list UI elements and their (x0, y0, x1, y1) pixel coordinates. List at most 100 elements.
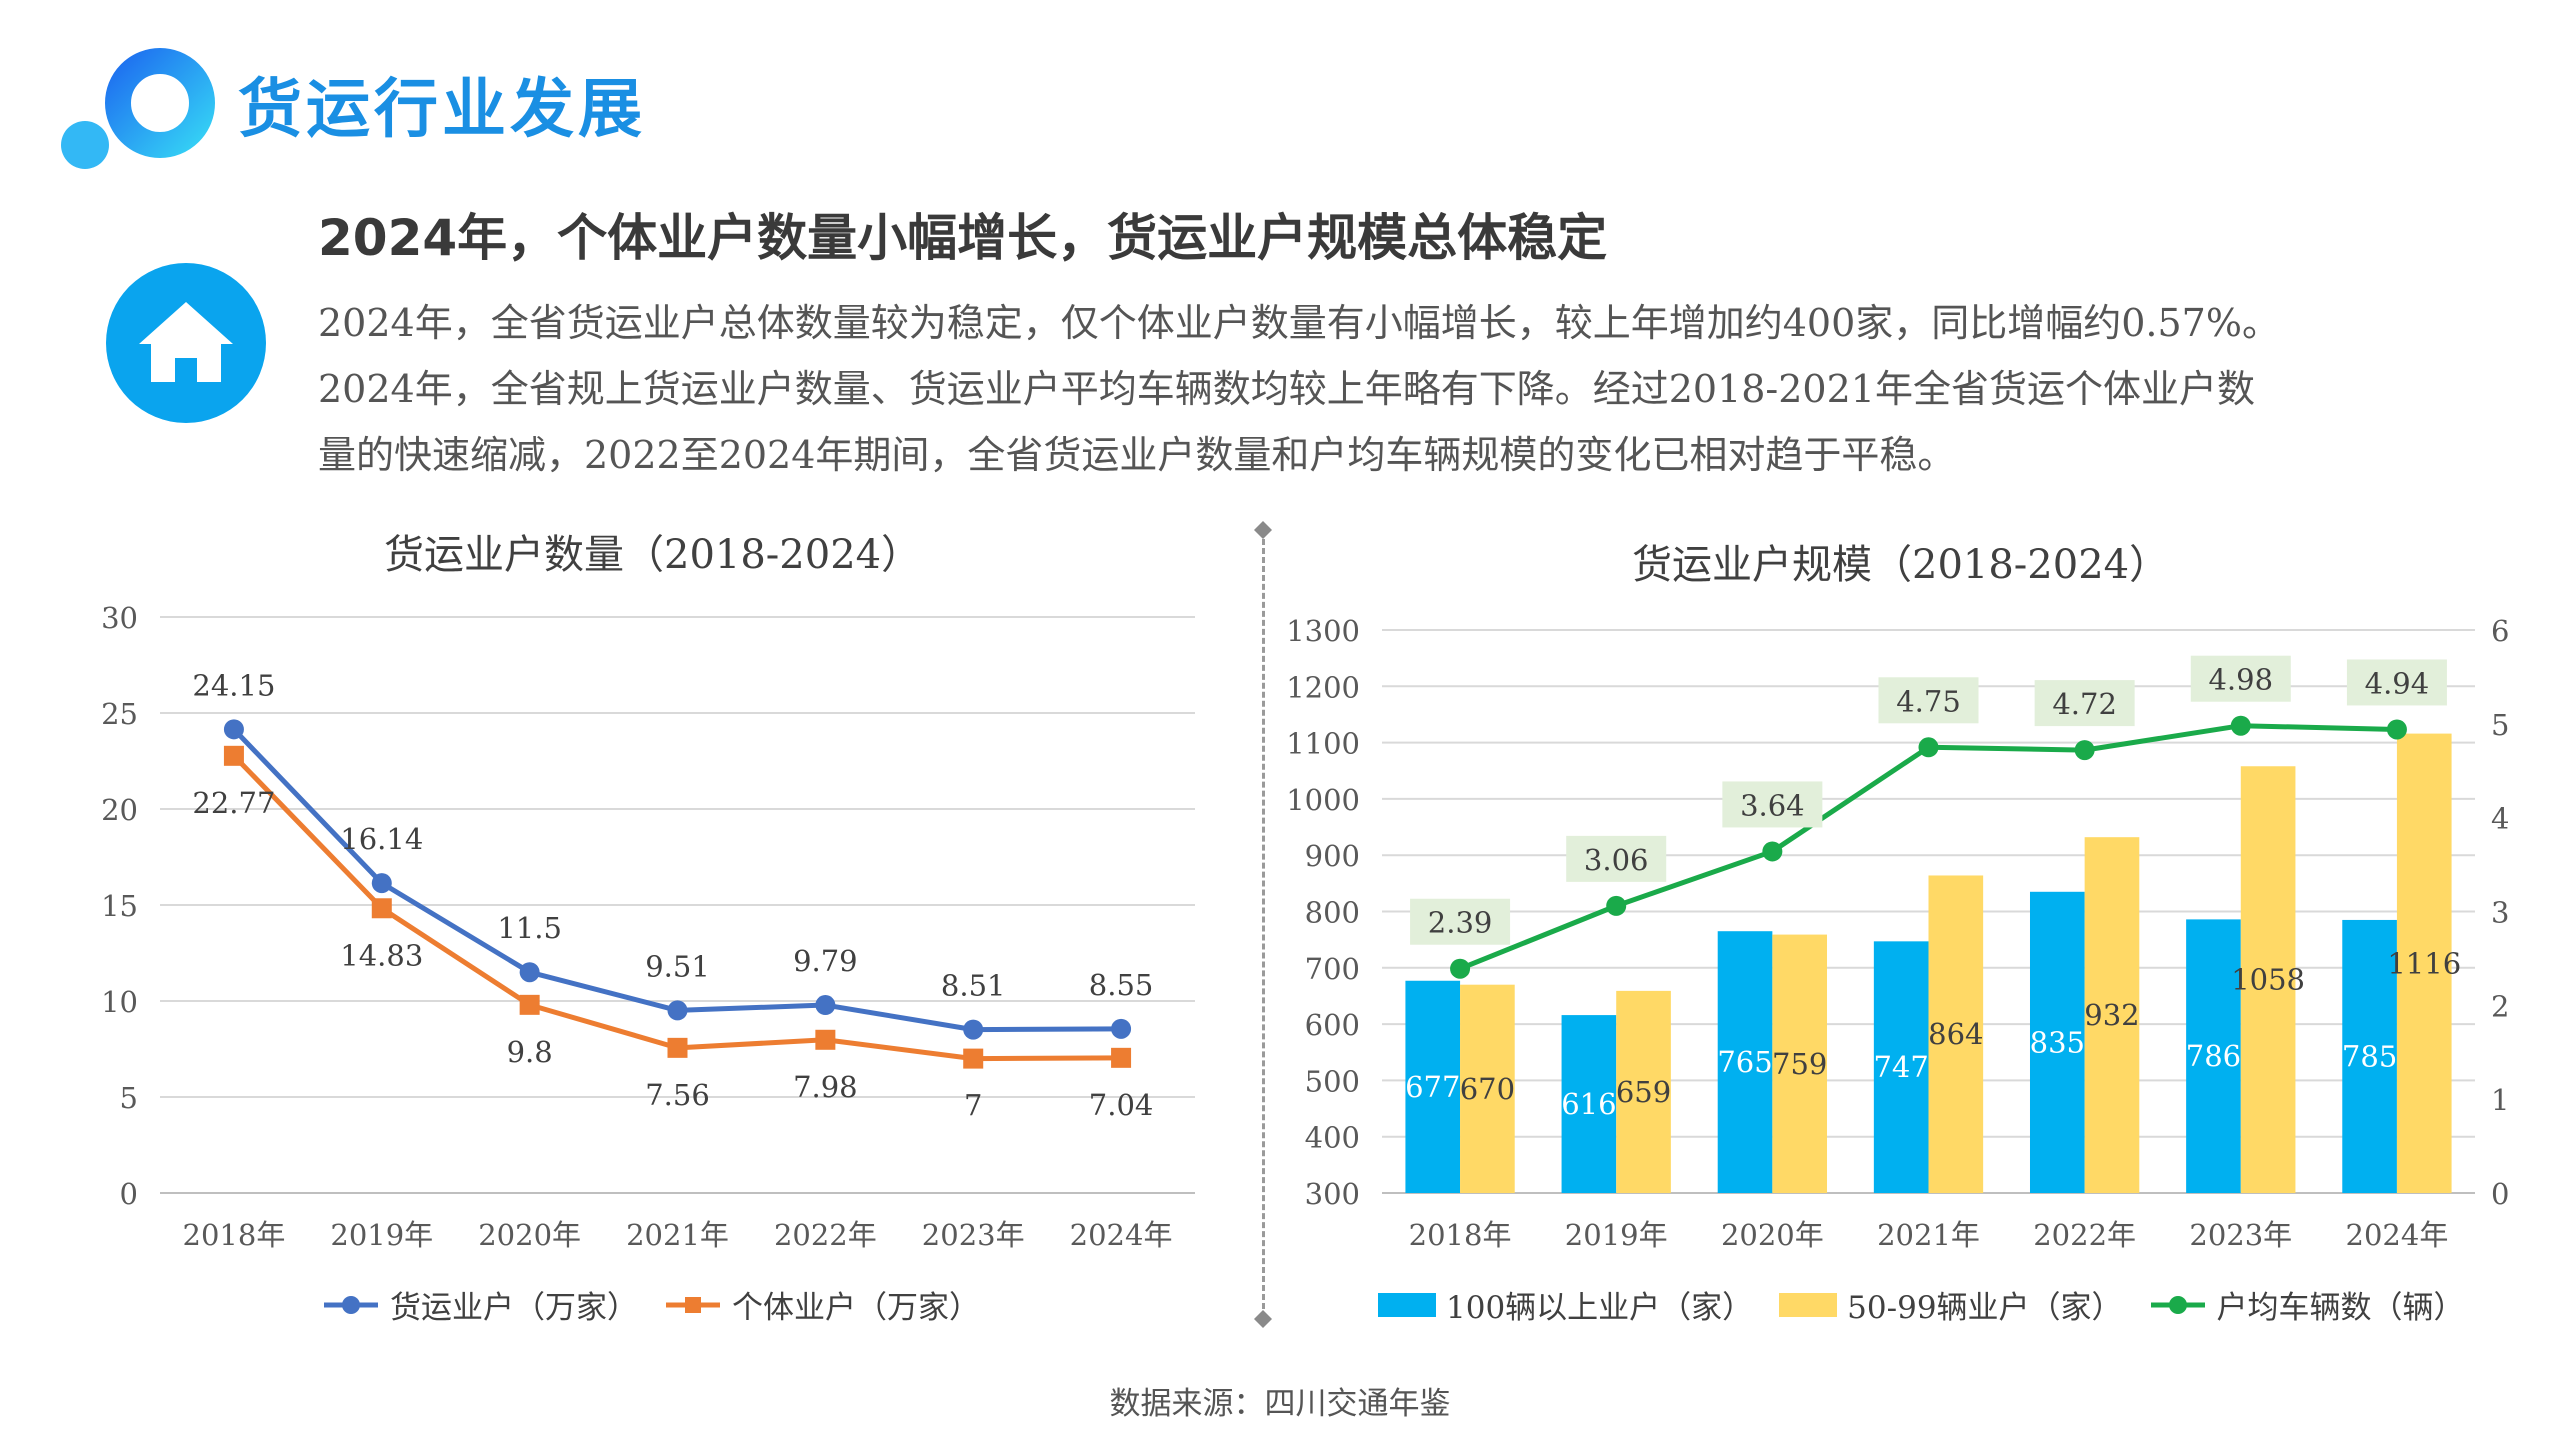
y-tick-label: 600 (1305, 1008, 1360, 1042)
legend-label: 50-99辆业户（家） (1847, 1290, 2123, 1326)
y2-tick-label: 0 (2491, 1177, 2509, 1211)
y2-tick-label: 4 (2491, 802, 2509, 836)
data-label-bg (2190, 655, 2291, 702)
data-point-freight (519, 962, 540, 983)
legend-item: 100辆以上业户（家） (1378, 1282, 1753, 1327)
bar-50-99 (1616, 990, 1671, 1193)
data-label-bg (2346, 659, 2447, 706)
y-tick-label: 25 (101, 697, 138, 731)
data-label-individual: 22.77 (192, 786, 275, 820)
bar-100-plus (1873, 941, 1929, 1193)
y-tick-label: 5 (120, 1081, 138, 1115)
bar-100-plus (2029, 891, 2085, 1193)
data-label-individual: 7.98 (793, 1070, 858, 1104)
data-point-freight (667, 1000, 688, 1021)
legend-item: 个体业户（万家） (664, 1282, 980, 1327)
data-point-individual (519, 994, 540, 1015)
bar-label-50-99: 1116 (2387, 946, 2461, 980)
data-point-individual (1111, 1047, 1132, 1068)
data-point-freight (815, 995, 836, 1016)
chart-right-title: 货运业户规模（2018-2024） (1632, 542, 2170, 588)
x-tick-label: 2021年 (626, 1218, 729, 1252)
data-source: 数据来源：四川交通年鉴 (1109, 1386, 1451, 1422)
chart-divider (1262, 530, 1265, 1318)
bar-label-50-99: 864 (1928, 1017, 1983, 1051)
data-label-freight: 24.15 (192, 668, 275, 702)
bar-100-plus (1561, 1015, 1617, 1193)
bar-100-plus (2342, 919, 2397, 1193)
bar-50-99 (1460, 984, 1515, 1193)
bar-label-100-plus: 747 (1873, 1050, 1928, 1084)
legend-label: 个体业户（万家） (732, 1290, 980, 1326)
bar-50-99 (2240, 766, 2296, 1193)
y-tick-label: 900 (1305, 839, 1360, 873)
x-tick-label: 2022年 (2033, 1218, 2136, 1252)
data-label-freight: 8.51 (941, 969, 1006, 1003)
data-label-bg (1566, 835, 1667, 882)
x-tick-label: 2024年 (2346, 1218, 2449, 1252)
y2-tick-label: 1 (2491, 1083, 2509, 1117)
bar-50-99 (1928, 875, 1984, 1193)
y2-tick-label: 6 (2491, 614, 2509, 648)
x-tick-label: 2022年 (774, 1218, 877, 1252)
summary-line: 量的快速缩减，2022至2024年期间，全省货运业户数量和户均车辆规模的变化已相… (318, 433, 1956, 477)
y-tick-label: 400 (1305, 1121, 1360, 1155)
summary-line: 2024年，全省货运业户总体数量较为稳定，仅个体业户数量有小幅增长，较上年增加约… (318, 301, 2280, 345)
bar-label-100-plus: 677 (1405, 1070, 1460, 1104)
data-point-individual (667, 1037, 688, 1058)
data-point-individual (815, 1029, 836, 1050)
chart-left-title: 货运业户数量（2018-2024） (384, 532, 922, 578)
bar-label-100-plus: 835 (2030, 1025, 2085, 1059)
data-point-individual (963, 1048, 984, 1069)
data-point-individual (223, 745, 244, 766)
data-label-freight: 9.79 (793, 944, 858, 978)
bar-label-50-99: 932 (2084, 998, 2139, 1032)
data-label-avg-vehicles: 3.64 (1740, 788, 1805, 822)
data-label-individual: 7.56 (645, 1078, 710, 1112)
data-point-avg-vehicles (1606, 895, 1627, 916)
data-label-individual: 9.8 (507, 1035, 553, 1069)
legend-item: 50-99辆业户（家） (1779, 1282, 2123, 1327)
data-point-avg-vehicles (1762, 841, 1783, 862)
x-tick-label: 2019年 (330, 1218, 433, 1252)
legend-label: 100辆以上业户（家） (1446, 1290, 1754, 1326)
y-tick-label: 1100 (1286, 727, 1360, 761)
y-tick-label: 15 (101, 889, 138, 923)
data-label-individual: 7.04 (1089, 1088, 1154, 1122)
y-tick-label: 30 (101, 601, 138, 635)
y2-tick-label: 5 (2491, 708, 2509, 742)
x-tick-label: 2023年 (922, 1218, 1025, 1252)
data-label-individual: 14.83 (340, 938, 423, 972)
bar-label-50-99: 759 (1772, 1047, 1827, 1081)
data-point-avg-vehicles (1450, 958, 1471, 979)
data-point-avg-vehicles (2074, 740, 2095, 761)
y-tick-label: 20 (101, 793, 138, 827)
bar-50-99 (2396, 733, 2452, 1193)
data-label-avg-vehicles: 4.94 (2365, 666, 2430, 700)
data-label-avg-vehicles: 4.75 (1896, 684, 1961, 718)
bar-50-99 (2084, 837, 2140, 1193)
legend-label: 货运业户（万家） (390, 1290, 638, 1326)
x-tick-label: 2020年 (1721, 1218, 1824, 1252)
data-point-individual (371, 898, 392, 919)
legend-blue-bar-icon (1378, 1292, 1436, 1317)
legend-label: 户均车辆数（辆） (2216, 1290, 2465, 1326)
legend-item: 户均车辆数（辆） (2149, 1282, 2465, 1327)
bar-50-99 (1772, 934, 1828, 1193)
home-icon (106, 263, 266, 423)
data-label-freight: 16.14 (340, 822, 423, 856)
bar-label-100-plus: 786 (2186, 1039, 2241, 1073)
data-point-avg-vehicles (1918, 737, 1939, 758)
y-tick-label: 1000 (1286, 783, 1360, 817)
diamond-icon (1254, 521, 1272, 539)
y-tick-label: 700 (1305, 952, 1360, 986)
legend-line-square-icon (666, 1296, 720, 1313)
data-label-freight: 11.5 (497, 911, 562, 945)
y-tick-label: 1300 (1286, 614, 1360, 648)
x-tick-label: 2018年 (183, 1218, 286, 1252)
bar-label-100-plus: 785 (2342, 1039, 2397, 1073)
bar-100-plus (1405, 980, 1461, 1193)
y-tick-label: 10 (101, 985, 138, 1019)
